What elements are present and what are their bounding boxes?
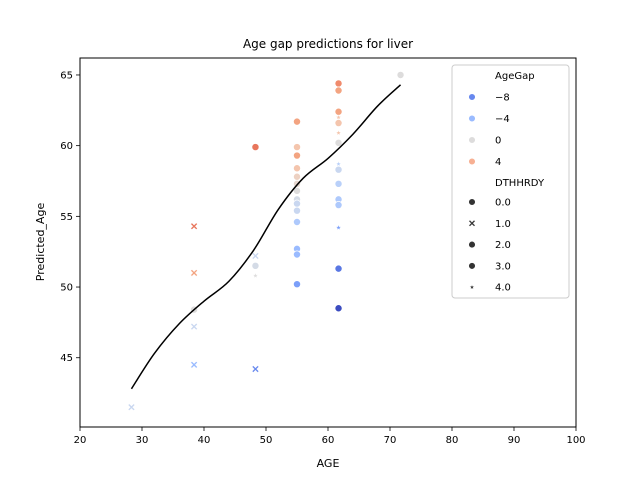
data-point (251, 252, 260, 260)
data-point (334, 119, 343, 128)
data-point (293, 206, 301, 215)
x-axis-ticks: 20 30 40 50 60 70 80 90 100 (74, 427, 586, 446)
data-point (335, 114, 342, 120)
legend-hue-marker (468, 93, 476, 101)
x-tick-label: 60 (322, 435, 335, 446)
data-point (334, 304, 343, 313)
legend-hue-label: −8 (495, 93, 510, 104)
x-tick-label: 80 (446, 435, 459, 446)
data-point (293, 164, 301, 173)
legend-style-marker (468, 198, 476, 206)
legend-style-marker (468, 262, 476, 270)
legend-hue-marker (468, 114, 476, 123)
legend: AgeGap −8 −4 0 4 DTHHRDY 0.0 1.0 2.0 3.0 4.0 (451, 64, 570, 299)
data-point (293, 117, 301, 126)
y-tick-label: 45 (60, 353, 73, 364)
data-point (334, 264, 343, 273)
data-point (293, 199, 301, 208)
data-point (190, 323, 198, 331)
data-point (190, 269, 198, 277)
data-point (190, 222, 198, 230)
data-point (334, 107, 343, 116)
data-point (293, 280, 301, 289)
legend-style-title: DTHHRDY (495, 178, 545, 189)
legend-box (451, 64, 570, 299)
data-point (335, 129, 342, 136)
y-tick-label: 60 (60, 141, 73, 152)
data-point (334, 86, 343, 95)
legend-style-label: 2.0 (495, 240, 511, 251)
y-tick-label: 55 (60, 212, 73, 223)
data-point (335, 224, 342, 231)
data-point (334, 165, 343, 174)
x-tick-label: 70 (384, 435, 397, 446)
legend-style-label: 3.0 (495, 261, 511, 272)
data-point (293, 218, 301, 226)
chart-title: Age gap predictions for liver (243, 37, 413, 51)
legend-style-label: 0.0 (495, 198, 511, 209)
legend-style-marker (469, 284, 475, 290)
legend-style-marker (468, 240, 476, 249)
data-point (334, 201, 343, 210)
legend-hue-label: 4 (495, 157, 501, 168)
legend-style-label: 4.0 (495, 283, 511, 294)
legend-style-entries: 0.0 1.0 2.0 3.0 4.0 (468, 198, 511, 294)
trend-line-layer (130, 84, 402, 390)
data-point (334, 79, 343, 88)
legend-hue-entries: −8 −4 0 4 (468, 93, 510, 168)
data-point (293, 143, 301, 152)
data-point (293, 186, 301, 195)
data-point (396, 70, 405, 79)
legend-hue-marker (468, 136, 476, 144)
data-point (251, 143, 260, 152)
x-tick-label: 90 (508, 435, 521, 446)
data-point (335, 161, 342, 167)
data-point (293, 172, 301, 181)
x-tick-label: 30 (136, 435, 149, 446)
y-axis-label: Predicted_Age (34, 203, 47, 282)
x-tick-label: 40 (198, 435, 211, 446)
legend-style-marker (468, 219, 476, 227)
data-point (334, 138, 343, 147)
y-tick-label: 65 (60, 70, 73, 81)
x-tick-label: 20 (74, 435, 87, 446)
data-point (190, 361, 198, 369)
data-point (252, 272, 259, 279)
legend-style-label: 1.0 (495, 219, 511, 230)
legend-hue-marker (468, 157, 476, 166)
y-tick-label: 50 (60, 283, 73, 294)
data-point (127, 403, 136, 411)
legend-hue-label: −4 (495, 114, 510, 125)
x-axis-label: AGE (317, 457, 340, 470)
y-axis-ticks: 45 50 55 60 65 (60, 70, 80, 364)
data-point (334, 179, 343, 188)
data-point (251, 261, 260, 270)
data-point (293, 151, 301, 160)
data-point (251, 365, 260, 373)
legend-hue-label: 0 (495, 136, 501, 147)
legend-hue-title: AgeGap (495, 71, 535, 82)
x-tick-label: 100 (566, 435, 585, 446)
data-point (293, 250, 301, 259)
trend-line (130, 84, 402, 390)
x-tick-label: 50 (260, 435, 273, 446)
